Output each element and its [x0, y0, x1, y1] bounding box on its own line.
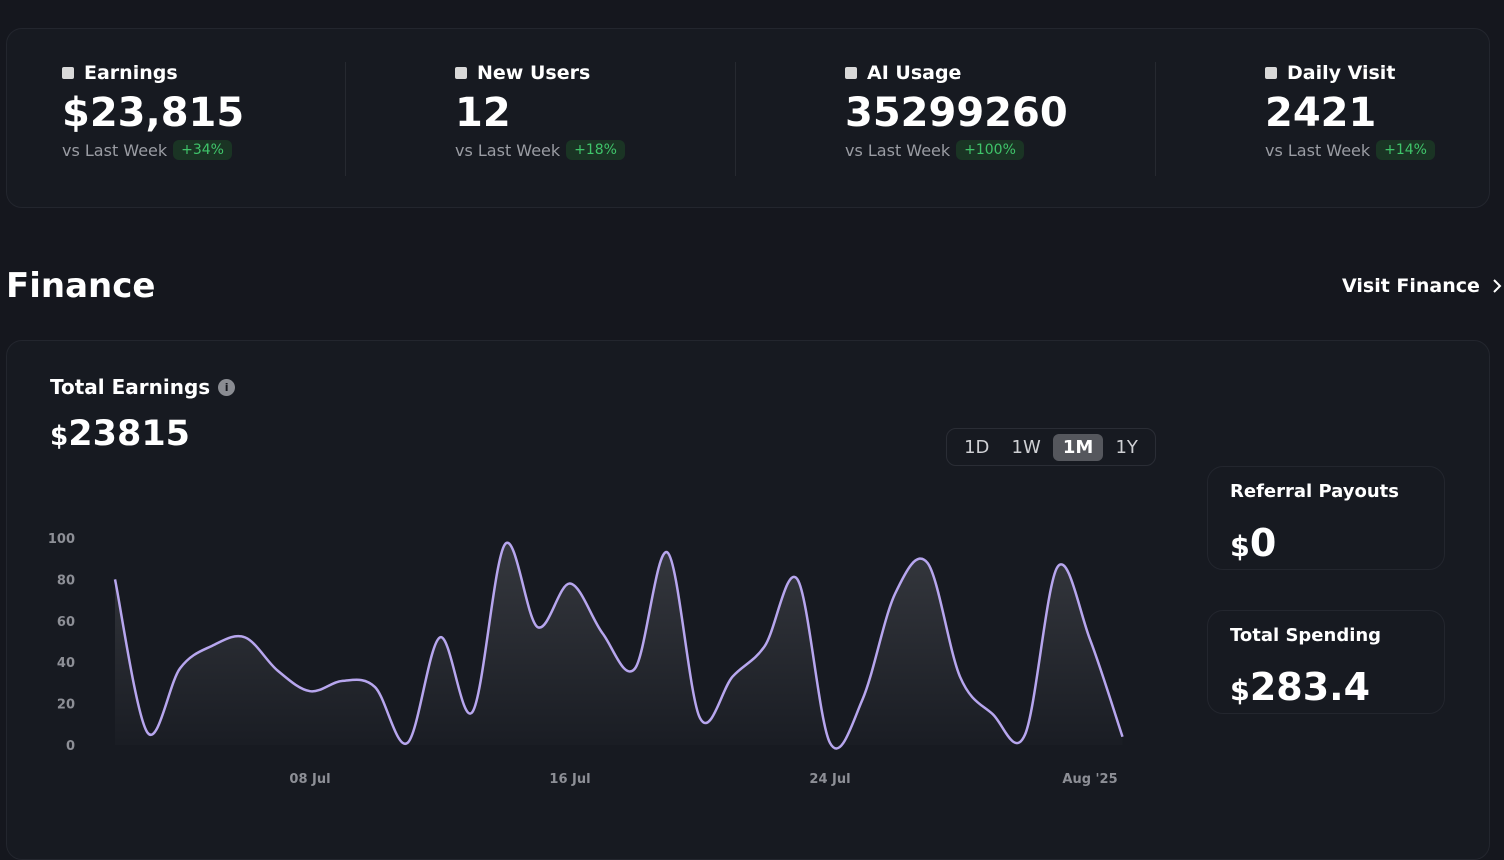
compare-text: vs Last Week [455, 140, 561, 160]
stat-label: Daily Visit [1265, 62, 1435, 84]
side-card: Referral Payouts $0 [1207, 466, 1445, 570]
change-badge: +34% [173, 140, 232, 160]
stat-label-text: AI Usage [867, 62, 962, 84]
x-tick-label: 16 Jul [549, 772, 590, 787]
currency: $ [1230, 674, 1250, 707]
visit-link[interactable]: Visit Finance [1342, 275, 1502, 297]
stat: Daily Visit 2421 vs Last Week +14% [1265, 62, 1435, 160]
earnings-title: Total Earnings i [50, 375, 236, 399]
stat-sub: vs Last Week +14% [1265, 140, 1435, 160]
stat-label: Earnings [62, 62, 244, 84]
range-button[interactable]: 1D [964, 436, 990, 458]
stat-label-text: Earnings [84, 62, 178, 84]
divider [345, 62, 346, 176]
y-tick-label: 0 [66, 739, 75, 754]
x-tick-label: 24 Jul [809, 772, 850, 787]
area [115, 542, 1123, 749]
line [113, 541, 1124, 750]
visit-link-text[interactable]: Visit Finance [1342, 275, 1480, 297]
range-selector: 1D 1W 1M 1Y [946, 428, 1156, 466]
stat-value: 12 [455, 90, 511, 136]
earnings-amount: $23815 [50, 414, 190, 454]
side-value: $283.4 [1230, 665, 1370, 709]
currency: $ [1230, 530, 1250, 563]
y-tick-label: 100 [48, 532, 75, 547]
stat: Earnings $23,815 vs Last Week +34% [62, 62, 244, 160]
stat-sub: vs Last Week +18% [455, 140, 625, 160]
stat: New Users 12 vs Last Week +18% [455, 62, 625, 160]
chevron [1493, 279, 1502, 293]
section-title: Finance [6, 266, 156, 306]
compare-text: vs Last Week [62, 140, 168, 160]
stat-sub: vs Last Week +34% [62, 140, 244, 160]
change-badge: +100% [956, 140, 1024, 160]
stat-value: 2421 [1265, 90, 1377, 136]
currency: $ [50, 422, 69, 452]
divider [735, 62, 736, 176]
stat-icon [62, 67, 74, 79]
side-title: Total Spending [1230, 625, 1382, 646]
stat-icon [1265, 67, 1277, 79]
change-badge: +14% [1376, 140, 1435, 160]
amount: 23815 [68, 414, 191, 454]
range-button[interactable]: 1Y [1115, 436, 1138, 458]
x-tick-label: Aug '25 [1062, 772, 1117, 787]
stat-value: $23,815 [62, 90, 245, 136]
amount: 0 [1249, 521, 1277, 565]
stat-label-text: Daily Visit [1287, 62, 1396, 84]
info-icon[interactable]: i [218, 378, 236, 396]
range-button[interactable]: 1W [1011, 436, 1041, 458]
stat-icon [845, 67, 857, 79]
compare-text: vs Last Week [1265, 140, 1371, 160]
range-button[interactable]: 1M [1052, 433, 1104, 461]
stat: AI Usage 35299260 vs Last Week +100% [845, 62, 1068, 160]
stats-card [6, 28, 1490, 208]
compare-text: vs Last Week [845, 140, 951, 160]
y-tick-label: 40 [57, 656, 75, 671]
divider [1155, 62, 1156, 176]
earnings-title-text: Total Earnings [50, 375, 211, 399]
stat-label: AI Usage [845, 62, 1068, 84]
side-value: $0 [1230, 521, 1276, 565]
stat-label-text: New Users [477, 62, 591, 84]
y-tick-label: 80 [57, 573, 75, 588]
amount: 283.4 [1249, 665, 1371, 709]
y-tick-label: 20 [57, 698, 75, 713]
y-tick-label: 60 [57, 615, 75, 630]
change-badge: +18% [566, 140, 625, 160]
x-tick-label: 08 Jul [289, 772, 330, 787]
side-title: Referral Payouts [1230, 481, 1399, 502]
stat-label: New Users [455, 62, 625, 84]
stat-value: 35299260 [845, 90, 1068, 136]
side-card: Total Spending $283.4 [1207, 610, 1445, 714]
stat-icon [455, 67, 467, 79]
stat-sub: vs Last Week +100% [845, 140, 1068, 160]
